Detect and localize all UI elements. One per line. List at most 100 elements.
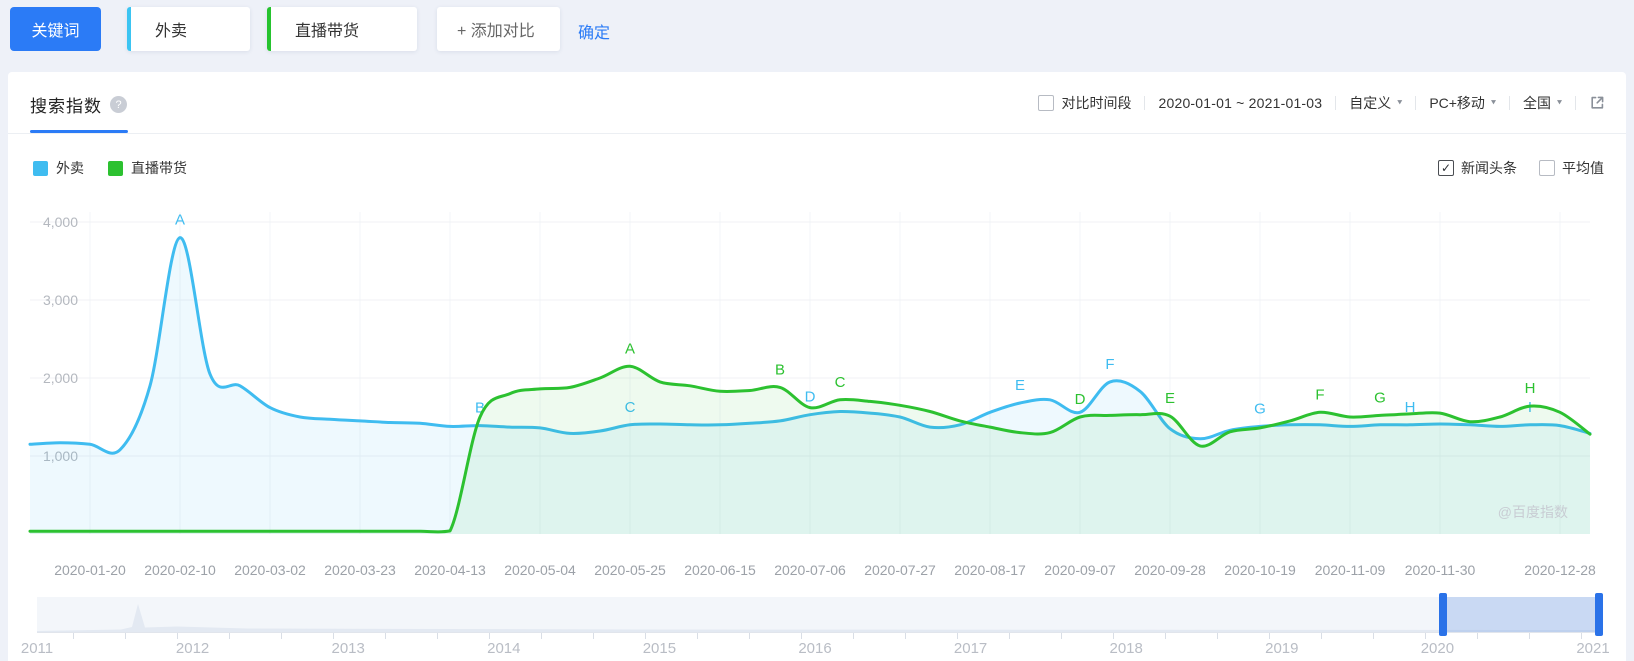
timeline-year-label: 2013 <box>331 640 365 657</box>
x-axis-label: 2020-01-20 <box>54 562 126 578</box>
timeline-tick <box>749 633 750 639</box>
chart-controls: 对比时间段 2020-01-01 ~ 2021-01-03 自定义 ▾ PC+移… <box>1038 72 1606 133</box>
timeline-tick <box>1529 633 1530 639</box>
news-annotation-letter[interactable]: D <box>1075 391 1086 408</box>
compare-period-toggle[interactable]: 对比时间段 <box>1038 93 1131 113</box>
x-axis-label: 2020-06-15 <box>684 562 756 578</box>
news-annotation-letter[interactable]: D <box>805 389 816 406</box>
timeline-tick <box>1425 633 1426 639</box>
news-annotation-letter[interactable]: C <box>625 399 636 416</box>
x-axis-label: 2020-03-23 <box>324 562 396 578</box>
y-axis-label: 1,000 <box>43 448 78 464</box>
chevron-down-icon: ▾ <box>1556 97 1562 108</box>
news-annotation-letter[interactable]: I <box>1528 399 1532 416</box>
timeline-tick <box>541 633 542 639</box>
keyword-button[interactable]: 关键词 <box>10 7 101 51</box>
timeline-year-label: 2021 <box>1576 640 1610 657</box>
news-annotation-letter[interactable]: F <box>1105 356 1114 373</box>
region-value: 全国 <box>1522 94 1551 111</box>
range-preset-value: 自定义 <box>1349 94 1392 111</box>
x-axis-label: 2020-11-09 <box>1315 562 1386 578</box>
timeline-tick <box>385 633 386 639</box>
timeline-tick <box>593 633 594 639</box>
confirm-button[interactable]: 确定 <box>578 25 611 42</box>
news-annotation-letter[interactable]: G <box>1254 400 1266 417</box>
news-annotation-letter[interactable]: G <box>1374 389 1386 406</box>
x-axis-label: 2020-07-27 <box>864 562 936 578</box>
timeline-tick <box>1113 633 1114 639</box>
open-in-new-icon[interactable] <box>1589 94 1606 111</box>
timeline-selected-range[interactable] <box>1443 597 1599 632</box>
add-compare-button[interactable]: + 添加对比 <box>437 7 560 51</box>
series-line-0 <box>28 236 1592 455</box>
legend-swatch <box>108 160 123 176</box>
compare-period-checkbox[interactable] <box>1038 94 1055 111</box>
timeline-tick <box>1373 633 1374 639</box>
news-annotation-letter[interactable]: H <box>1405 399 1416 416</box>
platform-dropdown[interactable]: PC+移动 ▾ <box>1429 93 1496 113</box>
news-annotation-letter[interactable]: F <box>1315 386 1324 403</box>
keyword-card-waimai[interactable]: 外卖 <box>127 7 250 51</box>
news-annotation-letter[interactable]: B <box>475 400 485 417</box>
date-range[interactable]: 2020-01-01 ~ 2021-01-03 <box>1158 94 1323 111</box>
timeline-year-label: 2014 <box>487 640 521 657</box>
timeline-year-label: 2019 <box>1265 640 1299 657</box>
average-checkbox[interactable] <box>1539 160 1555 176</box>
keyword-label: 外卖 <box>155 23 188 40</box>
timeline-year-label: 2017 <box>953 640 988 657</box>
timeline-tick <box>73 633 74 639</box>
news-annotation-letter[interactable]: C <box>835 374 846 391</box>
card-header: 搜索指数 ? 对比时间段 2020-01-01 ~ 2021-01-03 自定义… <box>8 72 1626 134</box>
news-annotation-letter[interactable]: E <box>1165 390 1175 407</box>
timeline-year-labels: 2011 2012 2013 2014 2015 2016 2017 2018 2019 2020… <box>8 640 1626 660</box>
x-axis-label: 2020-05-25 <box>594 562 666 578</box>
keyword-accent-bar <box>127 7 131 51</box>
news-annotation-letter[interactable]: A <box>625 340 635 357</box>
divider <box>1575 95 1576 110</box>
timeline-tick <box>125 633 126 639</box>
keyword-accent-bar <box>267 7 271 51</box>
timeline-handle-left[interactable] <box>1439 593 1447 636</box>
search-index-chart: 1,000 2,000 3,000 4,000 2020-01-20 2020-02-10… <box>28 212 1596 578</box>
x-axis-label: 2020-07-06 <box>774 562 846 578</box>
divider <box>1335 95 1337 110</box>
timeline-tick <box>1165 633 1166 639</box>
series-line-1 <box>28 364 1592 534</box>
timeline-tick <box>1321 633 1322 639</box>
news-annotation-letter[interactable]: E <box>1015 377 1025 394</box>
add-compare-label: + 添加对比 <box>457 23 535 40</box>
timeline-year-label: 2016 <box>798 640 832 657</box>
timeline-track[interactable] <box>37 593 1603 636</box>
keyword-card-zhibodaihuo[interactable]: 直播带货 <box>267 7 417 51</box>
region-dropdown[interactable]: 全国 ▾ <box>1523 93 1562 113</box>
question-mark-icon[interactable]: ? <box>110 96 127 113</box>
area-fill-1 <box>30 366 1590 534</box>
timeline-handle-right[interactable] <box>1595 593 1603 636</box>
timeline-tick <box>1061 633 1062 639</box>
average-toggle[interactable]: 平均值 <box>1539 158 1604 178</box>
news-annotation-letter[interactable]: A <box>175 212 185 229</box>
active-tab-underline <box>30 130 128 133</box>
timeline-tick <box>229 633 230 639</box>
timeline-tick <box>1269 633 1270 639</box>
watermark: @百度指数 <box>1497 504 1568 520</box>
news-headlines-toggle[interactable]: ✓ 新闻头条 <box>1438 158 1517 178</box>
news-annotation-letter[interactable]: H <box>1525 380 1536 397</box>
timeline-year-label: 2015 <box>642 640 677 657</box>
area-fill-0 <box>30 237 1590 534</box>
legend-item-zhibodaihuo[interactable]: 直播带货 <box>108 158 187 178</box>
range-preset-dropdown[interactable]: 自定义 ▾ <box>1349 93 1402 113</box>
timeline-tick <box>1217 633 1218 639</box>
y-axis-label: 4,000 <box>43 214 78 230</box>
x-axis-label: 2020-11-30 <box>1405 562 1476 578</box>
timeline-year-label: 2018 <box>1109 640 1143 657</box>
platform-value: PC+移动 <box>1429 94 1485 111</box>
timeline-tick <box>281 633 282 639</box>
legend-item-waimai[interactable]: 外卖 <box>33 158 84 178</box>
timeline-tick <box>957 633 958 639</box>
news-headlines-checkbox[interactable]: ✓ <box>1438 160 1454 176</box>
x-axis-label: 2020-04-13 <box>414 562 486 578</box>
divider <box>1508 95 1510 110</box>
news-annotation-letter[interactable]: B <box>775 361 785 378</box>
x-axis-label: 2020-03-02 <box>234 562 306 578</box>
